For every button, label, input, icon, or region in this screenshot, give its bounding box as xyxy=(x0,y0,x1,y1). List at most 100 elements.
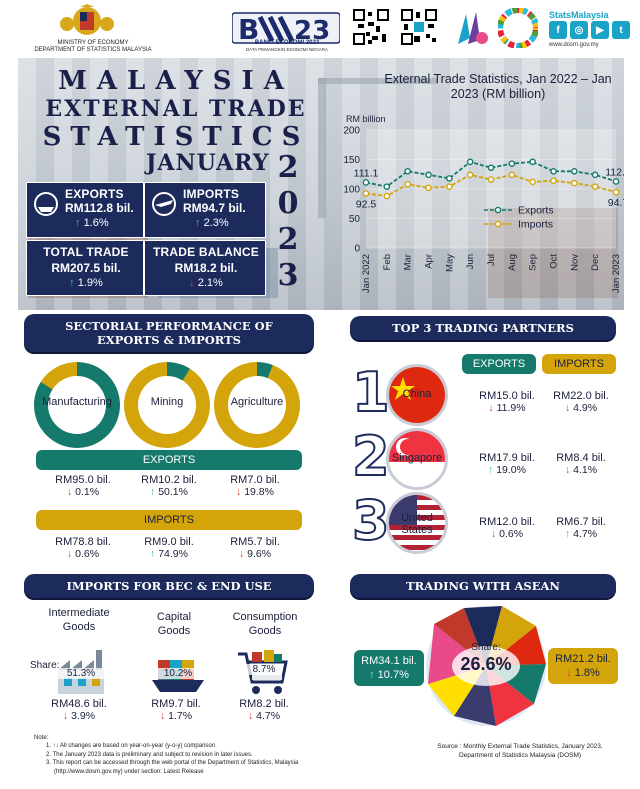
capital-stat: RM9.7 bil. ↓ 1.7% xyxy=(134,698,218,722)
singapore-import-stat: RM8.4 bil. ↓ 4.1% xyxy=(544,452,618,476)
partners-exports-header: EXPORTS xyxy=(462,354,536,374)
header: MINISTRY OF ECONOMY DEPARTMENT OF STATIS… xyxy=(0,0,640,58)
consumption-share: 8.7% xyxy=(246,664,282,675)
data-point xyxy=(612,178,620,185)
report-year: 2 0 2 3 xyxy=(270,150,306,294)
bec-section-title: IMPORTS FOR BEC & END USE xyxy=(24,574,314,598)
imports-label: IMPORTS xyxy=(183,187,240,201)
sector-imports-bar: IMPORTS xyxy=(36,510,302,530)
x-tick-label: Aug xyxy=(507,254,518,271)
data-label: 94.7 xyxy=(608,197,624,209)
down-arrow-icon: ↓ xyxy=(247,710,254,722)
svg-text:23: 23 xyxy=(294,16,330,46)
asean-imports-value: RM21.2 bil. xyxy=(555,653,611,665)
down-arrow-icon: ↓ xyxy=(159,710,166,722)
y-axis-label: RM billion xyxy=(346,114,386,124)
manufacturing-import-stat: RM78.8 bil. ↓ 0.6% xyxy=(40,536,126,560)
section-title-line: EXPORTS & IMPORTS xyxy=(97,333,241,347)
goods-name-line: Consumption xyxy=(232,611,298,623)
title-line: MALAYSIA xyxy=(58,66,294,96)
data-point xyxy=(383,183,391,190)
chart-title: External Trade Statistics, Jan 2022 – Ja… xyxy=(384,72,612,101)
partner-name: Singapore xyxy=(391,452,443,464)
partner-name: China xyxy=(402,388,432,400)
title-line: STATISTICS xyxy=(42,122,310,152)
china-export-stat: RM15.0 bil. ↓ 11.9% xyxy=(470,390,544,414)
stat-change: 74.9% xyxy=(158,548,188,560)
donut-hole xyxy=(228,376,286,434)
coat-of-arms-icon xyxy=(60,4,114,35)
hero-panel: MALAYSIA EXTERNAL TRADE STATISTICS JANUA… xyxy=(18,58,624,310)
asean-imports-change: 1.8% xyxy=(574,667,600,679)
up-arrow-icon: ↑ xyxy=(75,217,81,229)
banci-title: BANCI EKONOMI 2023 xyxy=(254,40,320,46)
data-point xyxy=(571,179,578,187)
x-tick-label: Jan 2022 xyxy=(361,254,372,293)
up-arrow-icon: ↑ xyxy=(69,277,75,289)
rank-number: 2 xyxy=(351,425,391,488)
goods-name-line: Intermediate xyxy=(48,607,110,619)
stat-value: RM48.6 bil. xyxy=(51,698,107,710)
notes-heading: Note: xyxy=(34,735,49,741)
x-tick-label: Apr xyxy=(424,254,435,269)
consumption-stat: RM8.2 bil. ↓ 4.7% xyxy=(222,698,306,722)
up-arrow-icon: ↑ xyxy=(150,548,156,560)
down-arrow-icon: ↓ xyxy=(189,277,195,289)
data-point xyxy=(591,183,599,190)
year-digit: 3 xyxy=(277,258,299,293)
youtube-icon[interactable]: ▶ xyxy=(591,21,609,39)
china-import-stat: RM22.0 bil. ↓ 4.9% xyxy=(544,390,618,414)
agriculture-export-stat: RM7.0 bil. ↓ 19.8% xyxy=(212,474,298,498)
legend-marker xyxy=(494,220,502,228)
facebook-icon[interactable]: f xyxy=(549,21,567,39)
title-line: EXTERNAL TRADE xyxy=(45,96,307,122)
data-point xyxy=(446,175,453,182)
data-point xyxy=(404,180,411,188)
data-point xyxy=(550,177,557,185)
department-line: DEPARTMENT OF STATISTICS MALAYSIA xyxy=(34,47,152,53)
data-point xyxy=(550,168,557,175)
sector-name: Manufacturing xyxy=(42,396,112,408)
instagram-icon[interactable]: ◎ xyxy=(570,21,588,39)
agriculture-donut: Agriculture xyxy=(214,362,300,448)
stat-change: 4.7% xyxy=(573,528,598,540)
exports-change: ↑ 1.6% xyxy=(75,217,109,229)
year-digit: 2 xyxy=(277,222,299,257)
donut-hole xyxy=(138,376,196,434)
sector-name: Agriculture xyxy=(230,396,284,408)
asean-flags-globe xyxy=(426,606,546,726)
stat-value: RM12.0 bil. xyxy=(479,516,535,528)
total-trade-change: ↑ 1.9% xyxy=(33,277,139,289)
data-point xyxy=(404,168,411,175)
x-tick-label: Sep xyxy=(528,254,539,271)
stat-value: RM78.8 bil. xyxy=(55,536,111,548)
trade-balance-label: TRADE BALANCE xyxy=(153,245,259,259)
partner-name: United States xyxy=(401,512,433,536)
legend-label: Exports xyxy=(518,205,554,217)
x-tick-label: Oct xyxy=(549,254,560,269)
asean-exports-change: 10.7% xyxy=(377,669,409,681)
intermediate-share: 51.3% xyxy=(58,668,104,679)
y-tick-label: 200 xyxy=(343,126,360,137)
x-tick-label: Mar xyxy=(403,254,414,270)
stat-value: RM9.0 bil. xyxy=(144,536,194,548)
twitter-icon[interactable]: t xyxy=(612,21,630,39)
singapore-flag-icon xyxy=(386,428,448,490)
asean-share-value: 26.6% xyxy=(460,654,512,674)
down-arrow-icon: ↓ xyxy=(566,667,572,679)
footnotes: Note: 1. ↑↓ All changes are based on yea… xyxy=(34,734,384,776)
data-point xyxy=(529,158,536,166)
up-arrow-icon: ↑ xyxy=(195,217,201,229)
intermediate-goods-title: Intermediate Goods xyxy=(34,606,124,634)
data-label: 112.8 xyxy=(605,166,624,178)
capital-share: 10.2% xyxy=(156,668,200,679)
stat-change: 4.7% xyxy=(256,710,281,722)
banci-ekonomi-logo: B 23 xyxy=(232,12,340,46)
data-point xyxy=(383,192,391,200)
stat-change: 3.9% xyxy=(71,710,96,722)
website-link[interactable]: www.dosm.gov.my xyxy=(549,42,599,48)
imports-change: ↑ 2.3% xyxy=(195,217,229,229)
change-value: 2.3% xyxy=(203,217,229,229)
intermediate-stat: RM48.6 bil. ↓ 3.9% xyxy=(34,698,124,722)
stat-value: RM15.0 bil. xyxy=(479,390,535,402)
